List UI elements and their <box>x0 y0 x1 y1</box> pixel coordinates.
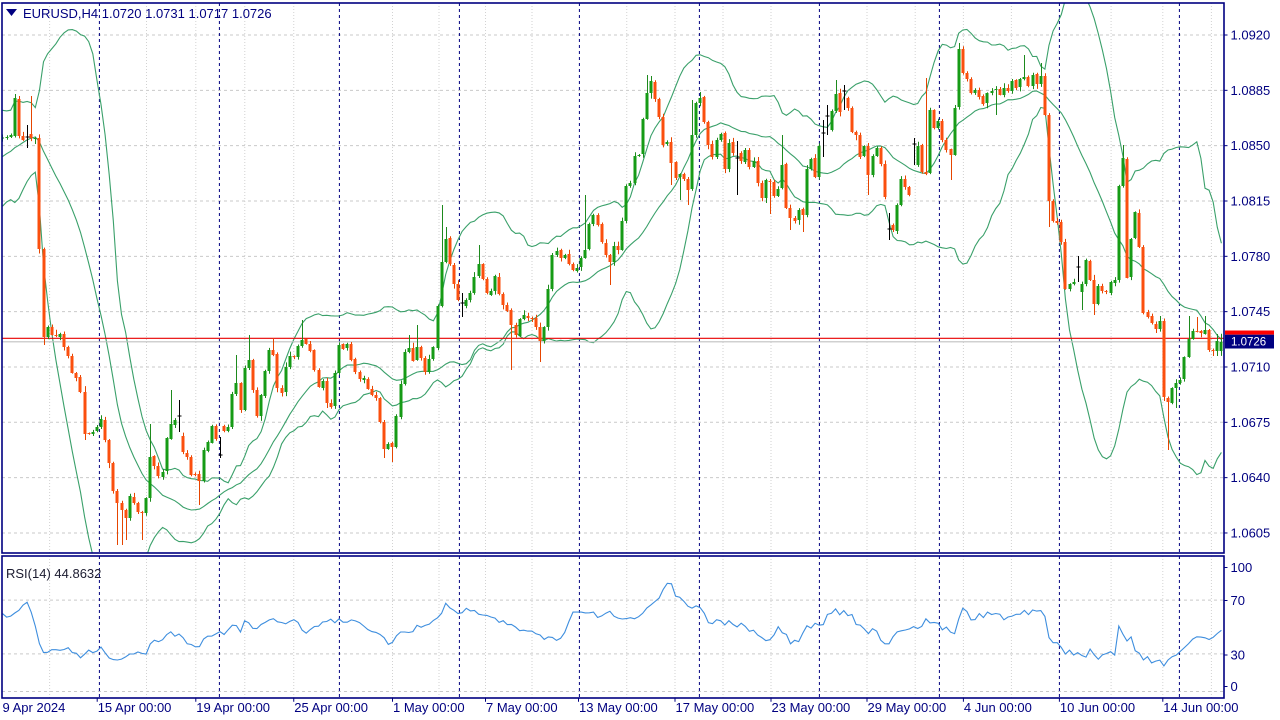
svg-text:10 Jun 00:00: 10 Jun 00:00 <box>1060 700 1135 715</box>
svg-text:1.0850: 1.0850 <box>1231 138 1271 153</box>
svg-text:100: 100 <box>1231 560 1253 575</box>
svg-text:15 Apr 00:00: 15 Apr 00:00 <box>98 700 172 715</box>
svg-text:1.0815: 1.0815 <box>1231 193 1271 208</box>
svg-text:9 Apr 2024: 9 Apr 2024 <box>3 700 66 715</box>
svg-text:14 Jun 00:00: 14 Jun 00:00 <box>1163 700 1238 715</box>
svg-text:EURUSD,H4 1.0720 1.0731 1.071: EURUSD,H4 1.0720 1.0731 1.0717 1.0726 <box>23 6 272 21</box>
svg-text:0: 0 <box>1231 679 1238 694</box>
svg-text:1.0780: 1.0780 <box>1231 249 1271 264</box>
svg-text:RSI(14) 44.8632: RSI(14) 44.8632 <box>6 566 101 581</box>
svg-text:7 May 00:00: 7 May 00:00 <box>486 700 558 715</box>
svg-text:1.0726: 1.0726 <box>1231 337 1266 349</box>
svg-text:1.0675: 1.0675 <box>1231 415 1271 430</box>
svg-text:70: 70 <box>1231 593 1245 608</box>
svg-text:19 Apr 00:00: 19 Apr 00:00 <box>196 700 270 715</box>
svg-text:1.0920: 1.0920 <box>1231 28 1271 43</box>
svg-text:13 May 00:00: 13 May 00:00 <box>579 700 658 715</box>
svg-text:1.0640: 1.0640 <box>1231 470 1271 485</box>
svg-text:17 May 00:00: 17 May 00:00 <box>676 700 755 715</box>
svg-text:1.0605: 1.0605 <box>1231 525 1271 540</box>
svg-text:1 May 00:00: 1 May 00:00 <box>393 700 465 715</box>
svg-text:1.0710: 1.0710 <box>1231 359 1271 374</box>
svg-text:1.0745: 1.0745 <box>1231 304 1271 319</box>
svg-text:30: 30 <box>1231 648 1245 663</box>
svg-text:4 Jun 00:00: 4 Jun 00:00 <box>964 700 1032 715</box>
svg-text:25 Apr 00:00: 25 Apr 00:00 <box>294 700 368 715</box>
svg-text:29 May 00:00: 29 May 00:00 <box>868 700 947 715</box>
svg-text:23 May 00:00: 23 May 00:00 <box>772 700 851 715</box>
svg-text:1.0885: 1.0885 <box>1231 83 1271 98</box>
